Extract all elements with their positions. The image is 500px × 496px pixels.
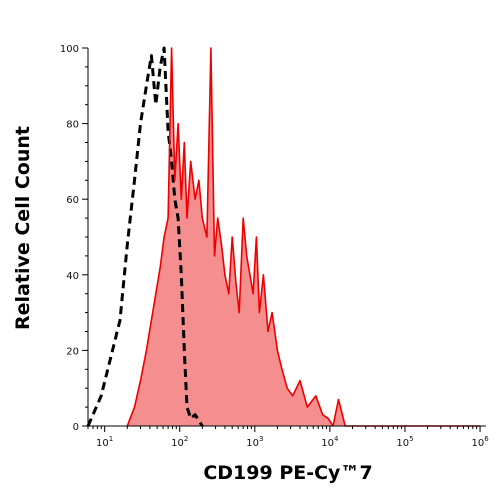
- tick-labels: 0 20 40 60 80 100 101 102 103 104 105 106: [60, 44, 489, 449]
- x-tick-label: 106: [471, 435, 489, 449]
- x-tick-label: 105: [396, 435, 413, 449]
- y-tick-label: 40: [66, 271, 79, 282]
- y-tick-label: 100: [60, 44, 79, 55]
- y-axis-title: Relative Cell Count: [12, 126, 34, 330]
- plot-area: [86, 46, 481, 427]
- x-tick-label: 103: [246, 435, 263, 449]
- axes: [82, 47, 486, 432]
- y-tick-label: 0: [73, 422, 79, 433]
- x-tick-label: 102: [171, 435, 188, 449]
- x-tick-label: 104: [321, 435, 339, 449]
- series-0-line: [86, 46, 204, 427]
- y-tick-label: 80: [66, 120, 79, 131]
- x-axis-title: CD199 PE-Cy™7: [203, 462, 372, 484]
- series-1-line: [126, 47, 481, 427]
- series-1-fill: [127, 48, 481, 426]
- y-tick-label: 20: [66, 346, 79, 357]
- x-tick-label: 101: [96, 435, 113, 449]
- y-tick-label: 60: [66, 195, 79, 206]
